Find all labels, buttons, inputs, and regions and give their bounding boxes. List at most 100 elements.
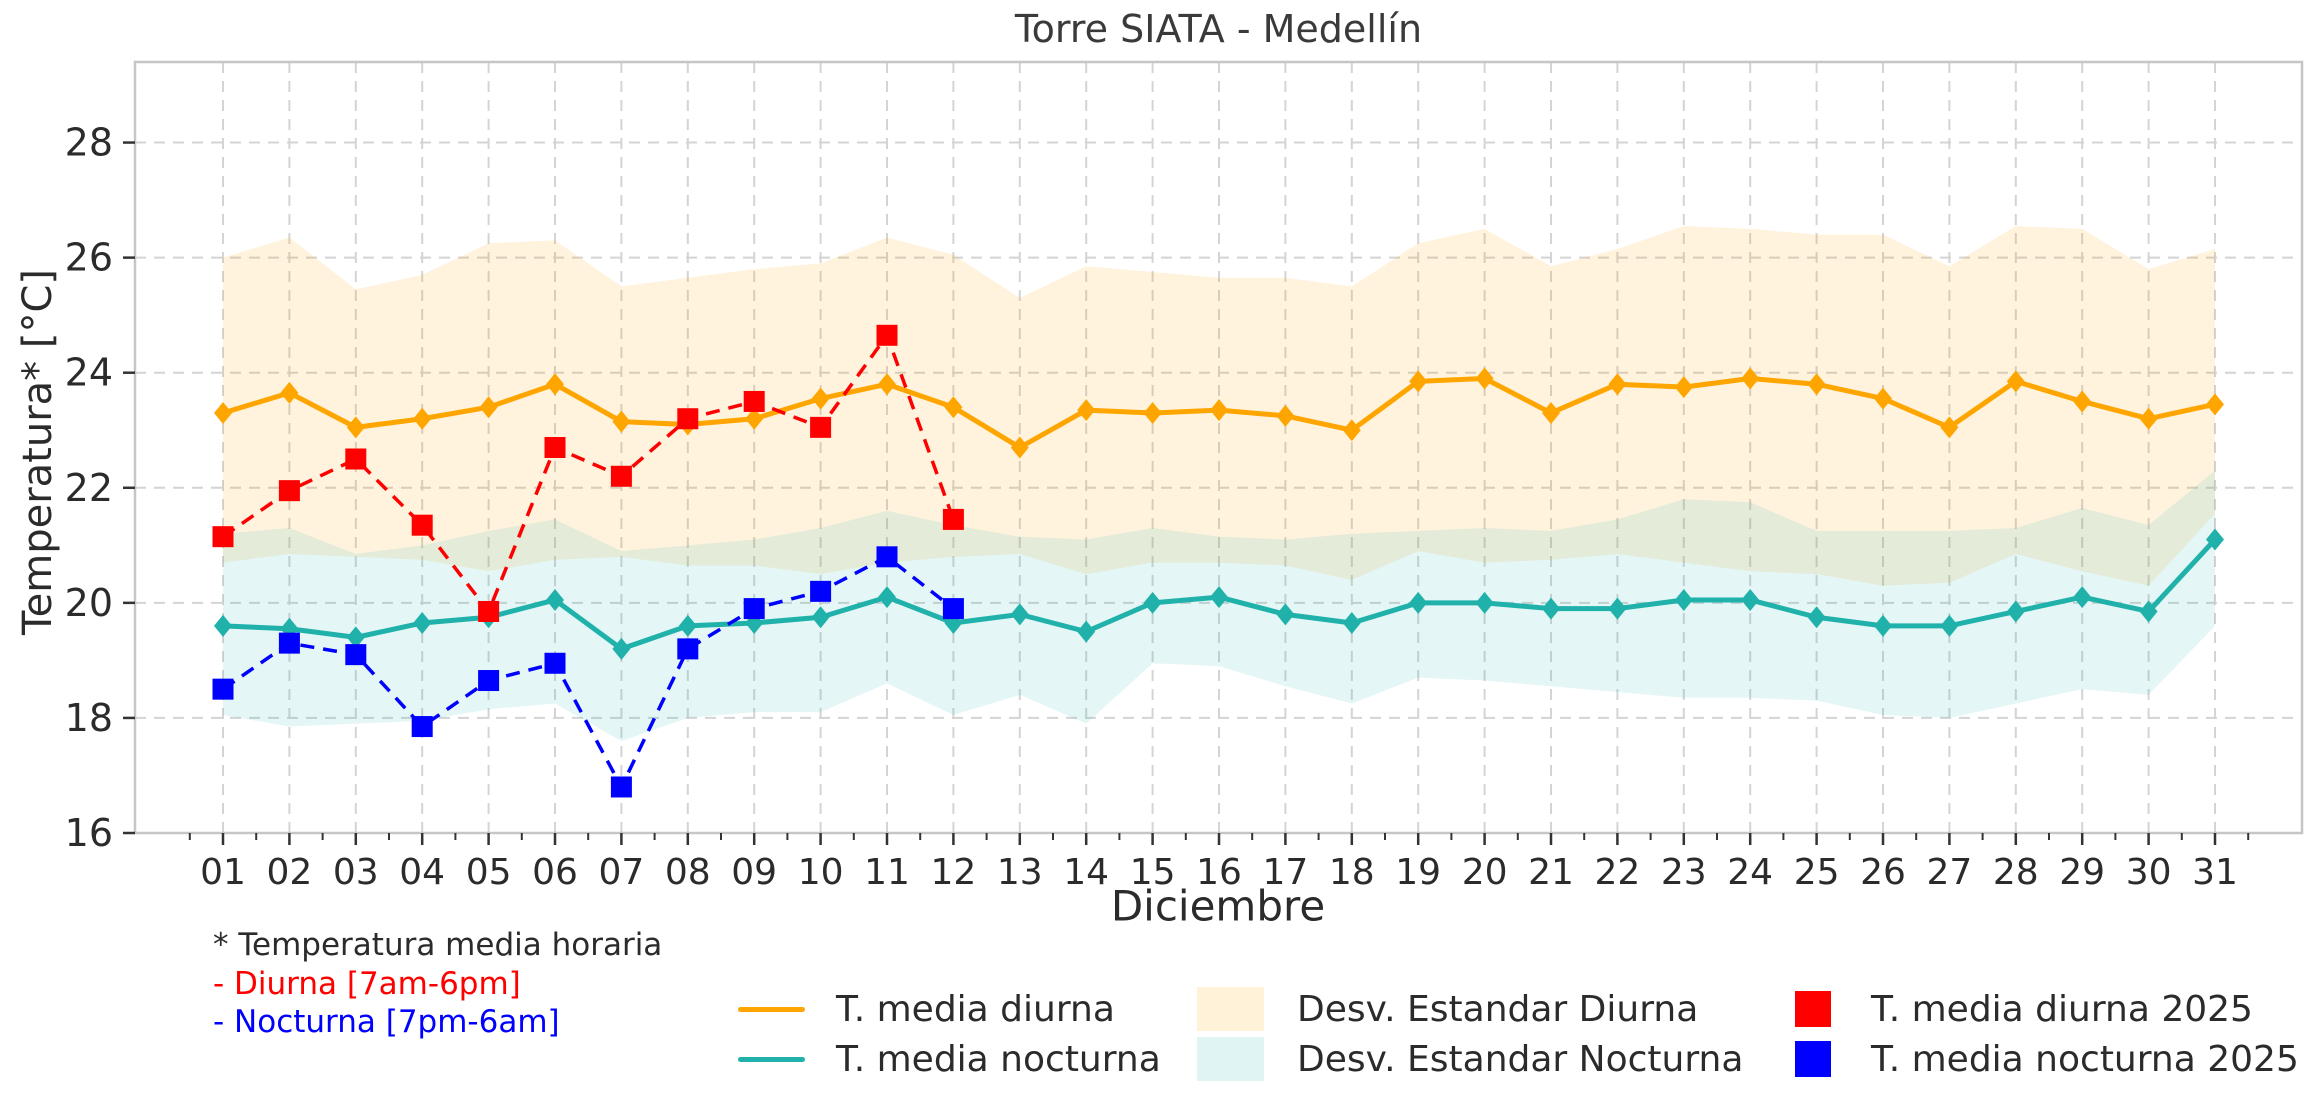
- y-tick-label: 20: [65, 581, 113, 625]
- marker-t-media-diurna: [1210, 399, 1228, 422]
- marker-t-media-diurna-2025: [743, 390, 765, 412]
- y-tick-label: 22: [65, 466, 113, 510]
- marker-t-media-diurna: [811, 387, 830, 410]
- marker-t-media-diurna: [479, 396, 498, 419]
- marker-t-media-nocturna: [2206, 528, 2224, 551]
- x-tick-label: 17: [1262, 852, 1308, 893]
- x-tick-label: 11: [864, 852, 910, 893]
- marker-t-media-nocturna-2025: [942, 598, 964, 620]
- legend-item-t-media-diurna-2025: T. media diurna 2025: [1795, 984, 2299, 1034]
- marker-t-media-nocturna: [1608, 597, 1627, 620]
- marker-t-media-diurna-2025: [212, 526, 234, 548]
- marker-t-media-nocturna: [1143, 591, 1162, 614]
- legend-column-bands: Desv. Estandar Diurna Desv. Estandar Noc…: [1197, 984, 1743, 1084]
- marker-t-media-nocturna: [811, 606, 830, 629]
- marker-t-media-nocturna-2025: [212, 678, 234, 700]
- x-tick-label: 20: [1462, 852, 1508, 893]
- marker-t-media-nocturna: [546, 588, 564, 611]
- marker-t-media-nocturna-2025: [345, 644, 367, 666]
- x-tick-label: 05: [466, 852, 512, 893]
- marker-t-media-diurna: [1674, 376, 1693, 399]
- marker-t-media-nocturna-2025: [278, 632, 300, 654]
- marker-t-media-nocturna: [1940, 614, 1959, 637]
- marker-t-media-nocturna: [1741, 588, 1760, 611]
- x-tick-label: 26: [1860, 852, 1906, 893]
- x-tick-label: 31: [2192, 852, 2238, 893]
- marker-t-media-diurna: [2073, 390, 2092, 413]
- legend-label: Desv. Estandar Diurna: [1297, 988, 1699, 1030]
- marker-t-media-nocturna: [413, 611, 432, 634]
- marker-t-media-nocturna-2025: [810, 580, 832, 602]
- marker-t-media-diurna: [1276, 404, 1295, 427]
- footnote-line-1: * Temperatura media horaria: [213, 927, 663, 963]
- series-line-t-media-nocturna-2025: [222, 555, 955, 789]
- marker-t-media-diurna: [2006, 370, 2025, 393]
- legend-column-lines: T. media diurna T. media nocturna: [738, 984, 1161, 1084]
- x-tick-label: 03: [333, 852, 379, 893]
- marker-t-media-diurna: [346, 416, 365, 439]
- marker-t-media-nocturna: [214, 614, 232, 637]
- marker-t-media-diurna: [546, 373, 564, 396]
- marker-t-media-diurna: [1475, 367, 1494, 390]
- marker-t-media-diurna-2025: [278, 480, 300, 502]
- legend-item-t-media-diurna: T. media diurna: [738, 984, 1161, 1034]
- x-tick-label: 30: [2126, 852, 2172, 893]
- legend-patch-swatch-diurna: [1197, 987, 1264, 1031]
- marker-t-media-nocturna: [678, 614, 697, 637]
- marker-t-media-diurna: [1542, 401, 1560, 424]
- x-tick-label: 28: [1993, 852, 2039, 893]
- marker-t-media-diurna: [1077, 399, 1096, 422]
- marker-t-media-diurna: [1010, 436, 1029, 459]
- marker-t-media-diurna: [214, 401, 232, 424]
- legend-item-desv-estandar-diurna: Desv. Estandar Diurna: [1197, 984, 1743, 1034]
- marker-t-media-diurna: [2139, 407, 2158, 430]
- marker-t-media-nocturna: [1874, 614, 1892, 637]
- x-tick-label: 02: [266, 852, 312, 893]
- x-tick-label: 24: [1727, 852, 1773, 893]
- y-tick-label: 26: [65, 236, 113, 280]
- marker-t-media-diurna: [612, 410, 631, 433]
- marker-t-media-nocturna-2025: [610, 776, 632, 798]
- legend-label: T. media diurna: [836, 988, 1115, 1030]
- x-tick-label: 14: [1063, 852, 1109, 893]
- marker-t-media-nocturna: [346, 626, 365, 649]
- x-tick-label: 16: [1196, 852, 1242, 893]
- marker-t-media-nocturna-2025: [544, 652, 566, 674]
- marker-t-media-diurna: [1409, 370, 1428, 393]
- x-axis-title: Diciembre: [1110, 881, 1326, 931]
- marker-t-media-diurna: [944, 396, 963, 419]
- series-line-t-media-diurna-2025: [222, 333, 956, 614]
- marker-t-media-diurna: [1874, 387, 1892, 410]
- marker-t-media-nocturna: [1077, 620, 1096, 643]
- marker-t-media-diurna-2025: [610, 465, 632, 487]
- x-tick-label: 01: [200, 852, 246, 893]
- marker-t-media-diurna: [1143, 401, 1162, 424]
- x-tick-label: 12: [930, 852, 976, 893]
- x-tick-label: 22: [1594, 852, 1640, 893]
- x-tick-label: 07: [598, 852, 644, 893]
- marker-t-media-diurna: [1342, 419, 1361, 442]
- legend-label: T. media nocturna: [836, 1038, 1161, 1080]
- marker-t-media-diurna-2025: [677, 408, 699, 430]
- marker-t-media-nocturna: [878, 586, 896, 609]
- marker-t-media-diurna: [1807, 373, 1826, 396]
- marker-t-media-diurna: [1608, 373, 1627, 396]
- marker-t-media-diurna: [413, 407, 432, 430]
- x-tick-label: 13: [997, 852, 1043, 893]
- legend-square-swatch-diurna-2025: [1795, 991, 1831, 1027]
- marker-t-media-nocturna: [612, 637, 631, 660]
- marker-t-media-nocturna: [1475, 591, 1494, 614]
- legend-item-t-media-nocturna-2025: T. media nocturna 2025: [1795, 1034, 2299, 1084]
- legend-label: T. media diurna 2025: [1871, 988, 2253, 1030]
- x-tick-label: 21: [1528, 852, 1574, 893]
- marker-t-media-nocturna: [1674, 588, 1693, 611]
- marker-t-media-diurna: [280, 381, 299, 404]
- marker-t-media-nocturna-2025: [677, 638, 699, 660]
- legend-patch-swatch-nocturna: [1197, 1037, 1264, 1081]
- legend-column-2025: T. media diurna 2025 T. media nocturna 2…: [1795, 984, 2299, 1084]
- legend-item-desv-estandar-nocturna: Desv. Estandar Nocturna: [1197, 1034, 1743, 1084]
- x-tick-label: 15: [1130, 852, 1176, 893]
- marker-t-media-diurna: [1940, 416, 1959, 439]
